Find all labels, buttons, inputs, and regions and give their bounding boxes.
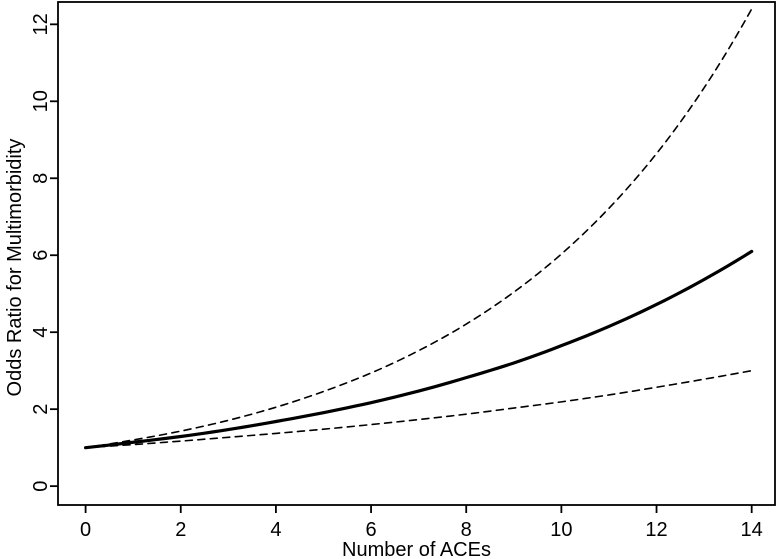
series-lines	[84, 8, 754, 450]
y-axis-title: Odds Ratio for Multimorbidity	[4, 139, 26, 397]
x-tick-label: 14	[741, 519, 763, 541]
plot-box	[57, 1, 776, 506]
y-tick-label: 6	[30, 250, 52, 261]
y-axis: 0 2 4 6 8 10 12	[30, 13, 58, 492]
series-line-upper-confidence-bound	[84, 8, 753, 449]
x-axis: 0 2 4 6 8 10 12 14	[80, 505, 763, 541]
y-tick-label: 12	[30, 13, 52, 35]
x-tick-label: 4	[270, 519, 281, 541]
y-tick-label: 0	[30, 481, 52, 492]
x-tick-label: 8	[461, 519, 472, 541]
series-line-odds-ratio-estimate	[84, 249, 754, 450]
y-tick-label: 2	[30, 404, 52, 415]
x-tick-label: 0	[80, 519, 91, 541]
y-tick-label: 10	[30, 90, 52, 112]
x-tick-label: 2	[175, 519, 186, 541]
y-tick-label: 4	[30, 327, 52, 338]
x-axis-title: Number of ACEs	[342, 539, 491, 559]
x-tick-label: 6	[366, 519, 377, 541]
x-tick-label: 12	[645, 519, 667, 541]
y-tick-label: 8	[30, 173, 52, 184]
x-tick-label: 10	[550, 519, 572, 541]
